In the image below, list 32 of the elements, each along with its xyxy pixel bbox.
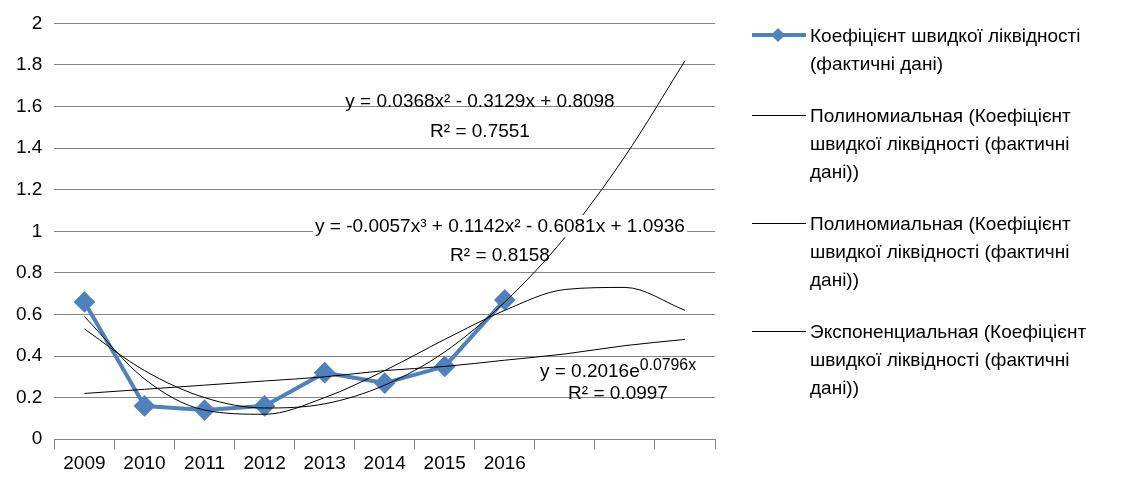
y-tick-label: 1.6 bbox=[15, 94, 43, 116]
y-tick-label: 0.4 bbox=[15, 344, 43, 366]
y-tick-label: 1 bbox=[31, 219, 43, 241]
y-tick-label: 2 bbox=[31, 11, 43, 33]
point bbox=[314, 362, 335, 383]
x-tick-label: 2009 bbox=[63, 451, 106, 473]
legend-label: Полиномиальная (Коефіцієнт швидкої ліквідності (фактичні дані)) bbox=[810, 212, 1072, 292]
legend-label: Коефіцієнт швидкої ліквідності (фактичні дані) bbox=[810, 24, 1082, 76]
point bbox=[74, 291, 95, 312]
x-tick-label: 2013 bbox=[303, 451, 346, 473]
x-tick-label: 2016 bbox=[483, 451, 526, 473]
annotation: y = 0.0368x² - 0.3129x + 0.8098 bbox=[344, 90, 616, 112]
legend-label: Полиномиальная (Коефіцієнт швидкої ліквідності (фактичні дані)) bbox=[810, 104, 1072, 184]
annotation: R² = 0.8158 bbox=[449, 244, 551, 266]
annotation: y = 0.2016e$^{0.0796x}$ bbox=[538, 356, 698, 383]
annotation: R² = 0.0997 bbox=[567, 382, 669, 404]
x-tick-label: 2011 bbox=[184, 451, 225, 473]
y-tick-label: 1.8 bbox=[15, 53, 43, 75]
y-tick-label: 1.2 bbox=[15, 177, 43, 199]
x-tick-label: 2015 bbox=[423, 451, 466, 473]
y-tick-label: 0.8 bbox=[15, 261, 43, 283]
x-tick-label: 2012 bbox=[243, 451, 286, 473]
x-tick-label: 2010 bbox=[123, 451, 166, 473]
x-tick-label: 2014 bbox=[363, 451, 407, 473]
y-tick-label: 0.2 bbox=[15, 385, 43, 407]
y-tick-label: 1.4 bbox=[15, 136, 43, 158]
y-tick-label: 0.6 bbox=[15, 302, 43, 324]
point bbox=[134, 395, 155, 416]
y-tick-label: 0 bbox=[31, 427, 43, 449]
legend-label: Экспоненциальная (Коефіцієнт швидкої ліквідності (фактичні дані)) bbox=[810, 320, 1088, 400]
annotation: y = -0.0057x³ + 0.1142x² - 0.6081x + 1.0936 bbox=[313, 215, 687, 237]
annotation: R² = 0.7551 bbox=[429, 120, 531, 142]
